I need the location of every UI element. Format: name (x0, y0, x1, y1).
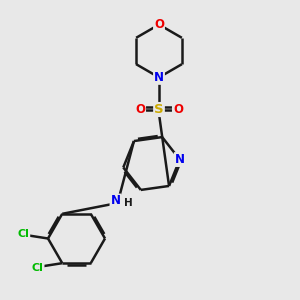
Text: N: N (110, 194, 121, 208)
Text: S: S (154, 103, 164, 116)
Text: H: H (124, 197, 133, 208)
Text: N: N (154, 71, 164, 84)
Text: N: N (175, 153, 185, 166)
Text: O: O (135, 103, 145, 116)
Text: O: O (154, 18, 164, 31)
Text: Cl: Cl (17, 229, 29, 239)
Text: O: O (173, 103, 183, 116)
Text: Cl: Cl (32, 263, 44, 273)
